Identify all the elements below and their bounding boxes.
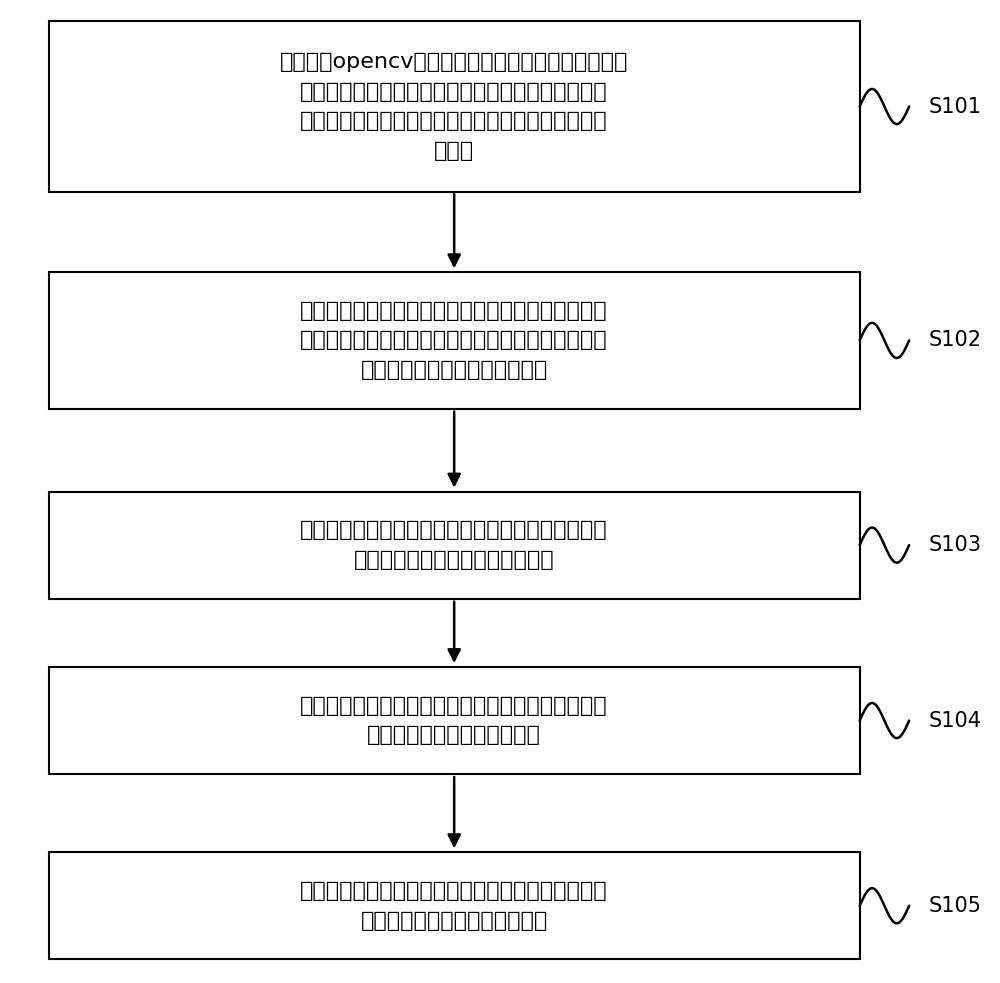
Text: S103: S103 (929, 535, 982, 555)
Text: S104: S104 (929, 711, 982, 730)
FancyBboxPatch shape (49, 22, 860, 192)
Text: S102: S102 (929, 330, 982, 350)
FancyBboxPatch shape (49, 492, 860, 599)
Text: 将所述去畸变图像经过所述单应性变换矩阵进行反投
影变换，得到分辨率均匀图像: 将所述去畸变图像经过所述单应性变换矩阵进行反投 影变换，得到分辨率均匀图像 (300, 696, 608, 745)
Text: S101: S101 (929, 96, 982, 117)
Text: 根据所述分辨率均匀图像，测量车辆处于靠边停车状
态时车辆与路边白线之间的距离: 根据所述分辨率均匀图像，测量车辆处于靠边停车状 态时车辆与路边白线之间的距离 (300, 881, 608, 931)
FancyBboxPatch shape (49, 272, 860, 409)
FancyBboxPatch shape (49, 666, 860, 775)
FancyBboxPatch shape (49, 852, 860, 959)
Text: 当车辆处于靠边停车状态时，获取摄像头所采集图像
，采用基于深度学习的语义分割算法检测所采集图像
中路边的白线，并输出二值图像: 当车辆处于靠边停车状态时，获取摄像头所采集图像 ，采用基于深度学习的语义分割算法… (300, 301, 608, 380)
Text: S105: S105 (929, 896, 982, 916)
Text: 预先通过opencv的相机标定算法确定摄像头镜头的所
有畸变系数，并基于安装的摄像头，根据预设标识物
中各标识点的图像坐标和实际物理坐标确定单应性变
换矩阵: 预先通过opencv的相机标定算法确定摄像头镜头的所 有畸变系数，并基于安装的摄… (280, 52, 628, 161)
Text: 基于所述所有畸变系数和去畸变算法去除所述二值图
像中的镜头畸变，得到去畸变图像: 基于所述所有畸变系数和去畸变算法去除所述二值图 像中的镜头畸变，得到去畸变图像 (300, 520, 608, 570)
